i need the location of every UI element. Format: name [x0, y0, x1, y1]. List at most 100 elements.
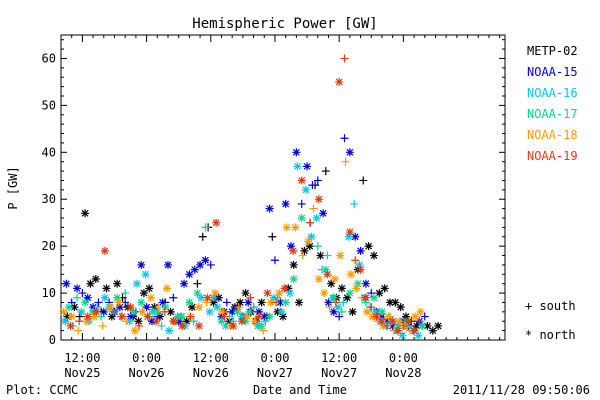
north-point [102, 284, 111, 293]
north-point [355, 260, 364, 269]
north-point [369, 293, 378, 302]
north-point [113, 293, 122, 302]
north-point [362, 307, 371, 316]
north-point [73, 284, 82, 293]
north-point [229, 321, 238, 330]
north-point [213, 303, 222, 312]
north-point [137, 298, 146, 307]
north-point [345, 148, 354, 157]
north-point [132, 279, 141, 288]
north-point [379, 321, 388, 330]
north-point [346, 270, 355, 279]
north-point [142, 303, 151, 312]
south-point [383, 321, 392, 330]
south-point [169, 293, 178, 302]
north-point [236, 298, 245, 307]
chart-title: Hemispheric Power [GW] [192, 16, 377, 32]
north-point [237, 312, 246, 321]
north-point [106, 303, 115, 312]
x-tick-label-time: 12:00 [193, 351, 229, 365]
south-point [272, 298, 281, 307]
south-point [313, 242, 322, 251]
north-point [190, 265, 199, 274]
north-point [201, 256, 210, 265]
north-point [345, 289, 354, 298]
north-point [334, 303, 343, 312]
south-point [341, 157, 350, 166]
north-point [404, 317, 413, 326]
north-point [330, 275, 339, 283]
north-point [139, 289, 148, 298]
north-point [289, 260, 298, 269]
south-point [309, 204, 318, 213]
south-point [367, 303, 376, 312]
north-point [86, 279, 95, 288]
north-point [265, 204, 274, 213]
south-point [202, 298, 211, 307]
south-point [340, 134, 349, 143]
north-point [345, 228, 354, 237]
north-point [241, 289, 250, 298]
north-point [383, 317, 392, 326]
north-point [302, 185, 311, 194]
south-point [157, 321, 166, 330]
south-point [201, 223, 210, 232]
north-point [335, 77, 344, 86]
north-point [217, 317, 226, 326]
north-point [163, 260, 172, 269]
north-point [384, 312, 393, 321]
north-point [300, 246, 309, 255]
north-point [193, 289, 202, 298]
south-point [234, 303, 243, 312]
north-point [149, 307, 158, 316]
legend-entry: METP-02 [527, 44, 578, 58]
x-tick-label-time: 0:00 [261, 351, 290, 365]
south-point [337, 307, 346, 316]
north-point [312, 214, 321, 222]
south-point [268, 232, 277, 241]
legend-entry: NOAA-17 [527, 107, 578, 121]
north-point [137, 260, 146, 269]
north-point [361, 293, 370, 302]
south-point [75, 317, 84, 326]
south-point [420, 312, 429, 321]
north-point [107, 312, 116, 321]
north-point [361, 279, 370, 288]
north-point [211, 289, 220, 298]
north-point [67, 312, 76, 321]
north-point [188, 303, 197, 312]
north-point [327, 279, 336, 288]
north-point [83, 312, 92, 321]
south-point [351, 256, 360, 265]
north-point [257, 298, 266, 307]
north-point [126, 303, 135, 312]
north-point [356, 265, 365, 274]
north-point [143, 312, 152, 321]
north-point [233, 307, 242, 316]
south-point [308, 181, 317, 190]
north-point [209, 298, 218, 307]
north-point [337, 284, 346, 293]
north-point [209, 293, 218, 302]
north-point [257, 321, 266, 330]
x-tick-label-date: Nov26 [193, 366, 229, 380]
north-point [91, 275, 100, 283]
north-point [321, 265, 330, 274]
north-point [372, 312, 381, 321]
x-tick-label-date: Nov28 [385, 366, 421, 380]
north-marker-legend: * north [525, 328, 576, 342]
x-tick-label-date: Nov25 [64, 366, 100, 380]
north-point [117, 312, 126, 321]
data-points [59, 54, 443, 340]
north-point [265, 312, 274, 321]
north-point [276, 298, 285, 307]
legend-entry: NOAA-18 [527, 128, 578, 142]
north-point [388, 321, 397, 330]
north-point [250, 317, 259, 326]
north-point [61, 317, 70, 326]
north-point [398, 331, 407, 340]
north-point [295, 298, 304, 307]
north-point [303, 162, 312, 171]
north-point [289, 246, 298, 255]
south-point [313, 176, 322, 185]
